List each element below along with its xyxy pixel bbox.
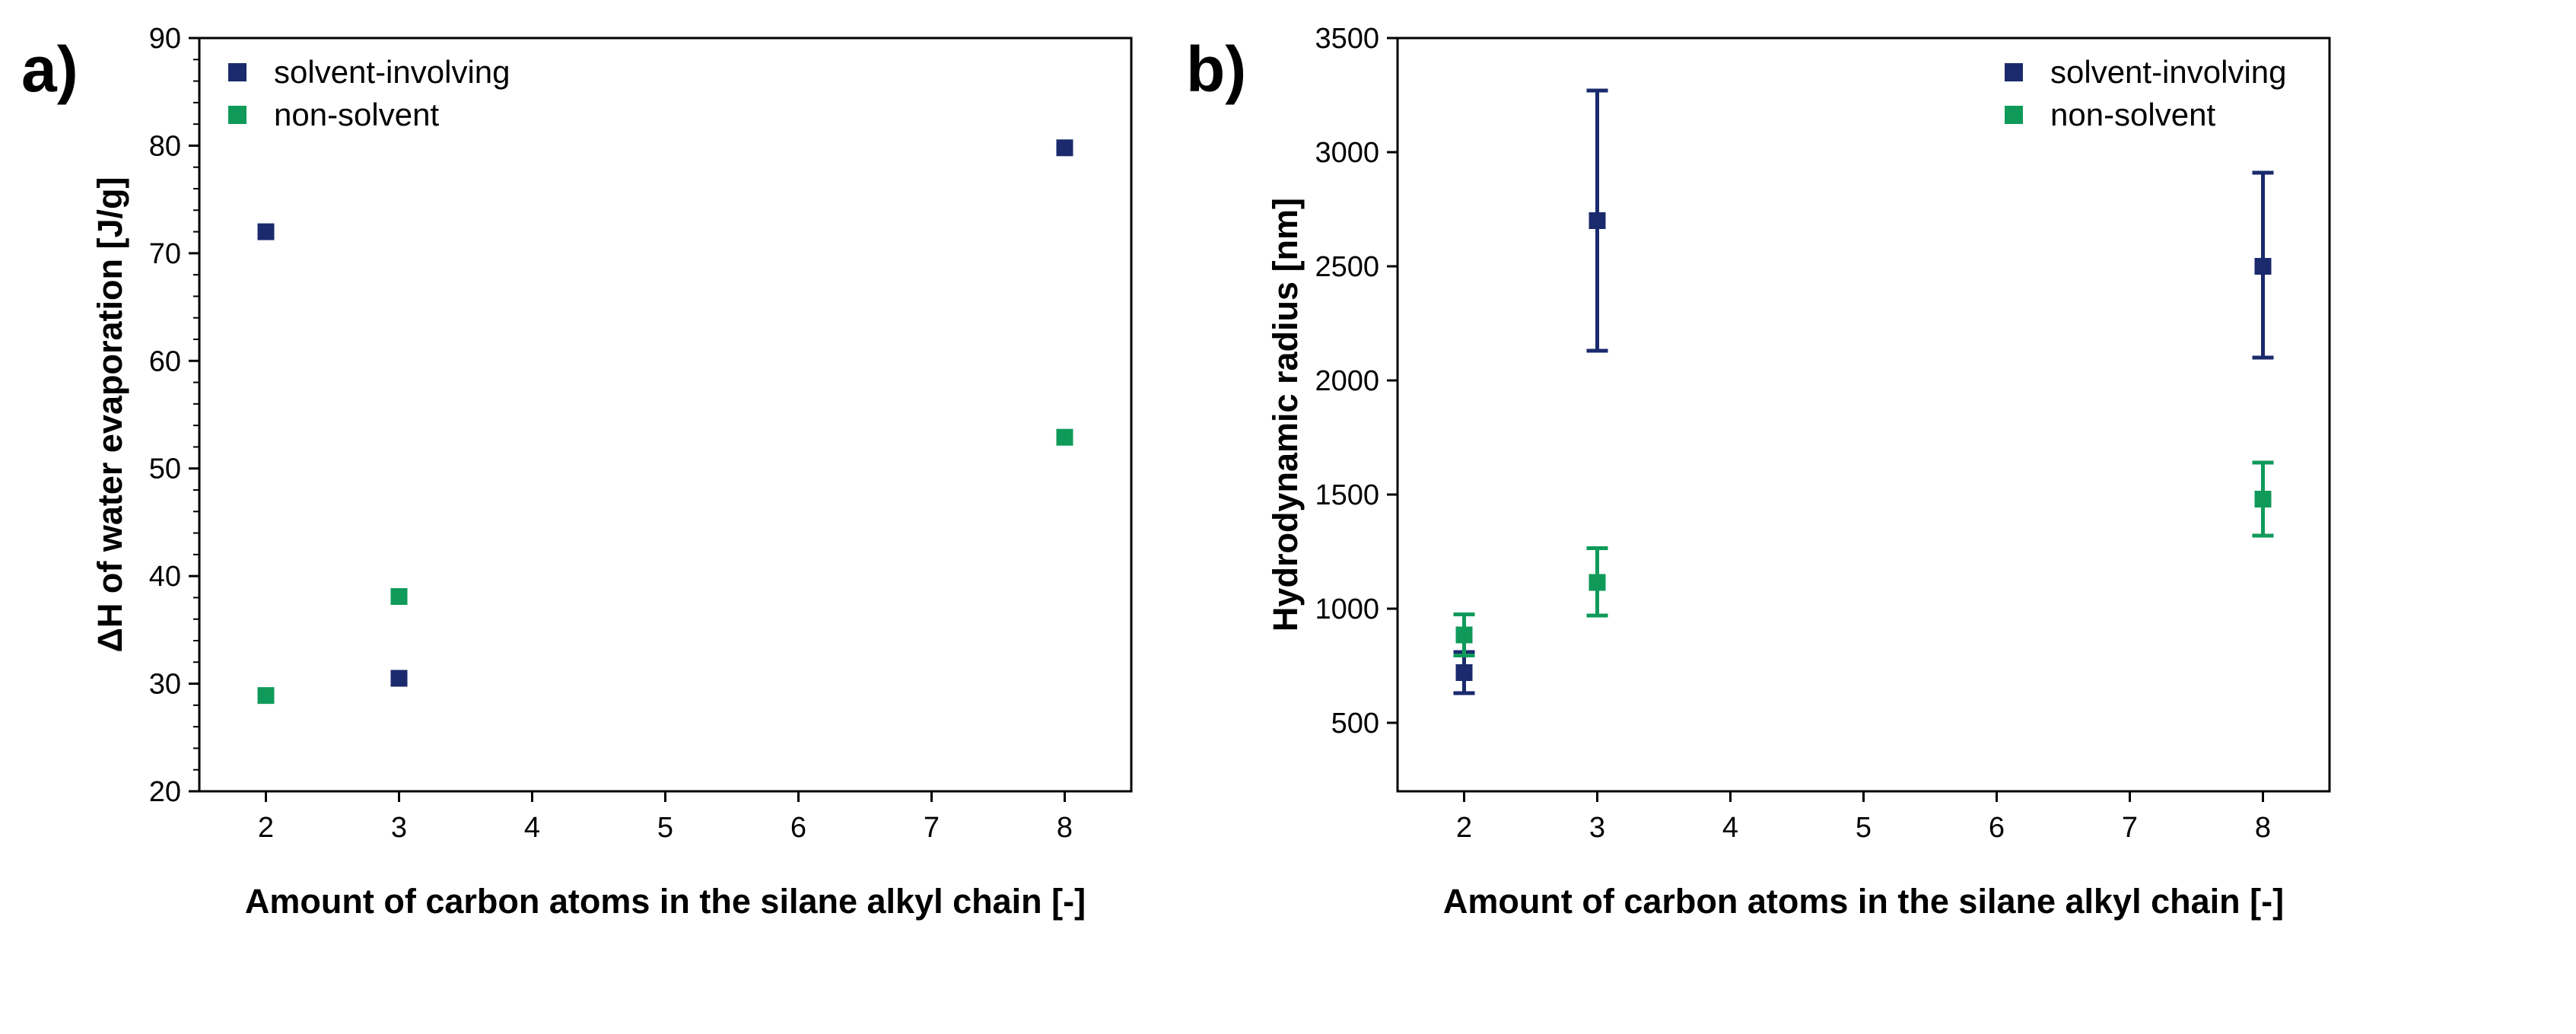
x-tick-label: 5 <box>657 812 673 844</box>
x-tick-label: 2 <box>258 812 274 844</box>
data-point-non-solvent <box>1589 574 1606 591</box>
data-point-non-solvent <box>1455 626 1473 644</box>
x-axis-title: Amount of carbon atoms in the silane alk… <box>1443 882 2284 921</box>
series-non-solvent <box>257 428 1073 705</box>
chart-panel-1: b) 500 1000 1500 2000 2500 3000 3500 2 3 4 5 6 7 8 Amou… <box>1186 23 2331 921</box>
y-tick-label: 40 <box>149 561 181 593</box>
panel-label: a) <box>21 33 78 105</box>
chart-panel-0: a) 20 30 40 50 60 70 80 90 2 3 4 5 6 7 8 Amount of carbo… <box>21 23 1133 921</box>
x-tick-label: 3 <box>391 812 407 844</box>
y-tick-label: 500 <box>1331 708 1379 740</box>
series-solvent-involving <box>1453 88 2274 695</box>
y-tick-label: 70 <box>149 238 181 270</box>
legend-label-solvent-involving: solvent-involving <box>2050 54 2287 90</box>
x-tick-label: 7 <box>924 812 940 844</box>
y-axis-title: Hydrodynamic radius [nm] <box>1266 198 1305 632</box>
legend-label-non-solvent: non-solvent <box>274 97 439 132</box>
data-point-non-solvent <box>390 588 408 606</box>
y-tick-label: 3000 <box>1315 137 1379 169</box>
plot-frame <box>198 37 1133 793</box>
legend-marker-non-solvent <box>228 106 246 124</box>
data-point-solvent-involving <box>1056 139 1073 157</box>
legend-marker-non-solvent <box>2005 106 2023 124</box>
y-tick-label: 1000 <box>1315 593 1379 625</box>
data-point-non-solvent <box>257 687 275 705</box>
legend-marker-solvent-involving <box>228 63 246 81</box>
x-tick-label: 5 <box>1856 812 1872 844</box>
x-tick-label: 6 <box>790 812 806 844</box>
y-tick-label: 30 <box>149 669 181 701</box>
legend-label-solvent-involving: solvent-involving <box>274 54 510 90</box>
y-tick-label: 50 <box>149 453 181 485</box>
data-point-solvent-involving <box>1589 212 1606 229</box>
x-tick-label: 6 <box>1989 812 2005 844</box>
data-point-solvent-involving <box>390 670 408 687</box>
data-point-solvent-involving <box>2254 258 2272 275</box>
y-tick-label: 80 <box>149 130 181 162</box>
y-axis-title: ΔH of water evaporation [J/g] <box>91 177 129 653</box>
data-point-non-solvent <box>2254 491 2272 507</box>
y-tick-label: 60 <box>149 345 181 377</box>
y-tick-label: 2000 <box>1315 365 1379 397</box>
y-tick-label: 3500 <box>1315 23 1379 55</box>
x-tick-label: 4 <box>1722 812 1738 844</box>
x-tick-label: 8 <box>2255 812 2271 844</box>
x-axis-title: Amount of carbon atoms in the silane alk… <box>245 882 1086 921</box>
plot-frame <box>1396 37 2331 793</box>
y-tick-label: 2500 <box>1315 251 1379 283</box>
x-tick-label: 7 <box>2122 812 2138 844</box>
data-point-non-solvent <box>1056 428 1073 446</box>
legend-marker-solvent-involving <box>2005 63 2023 81</box>
legend: solvent-involving non-solvent <box>2005 54 2287 132</box>
data-point-solvent-involving <box>1455 664 1473 681</box>
x-tick-label: 4 <box>524 812 540 844</box>
y-tick-label: 90 <box>149 23 181 55</box>
legend: solvent-involving non-solvent <box>228 54 510 132</box>
legend-label-non-solvent: non-solvent <box>2050 97 2215 132</box>
x-tick-label: 2 <box>1456 812 1472 844</box>
x-tick-label: 3 <box>1589 812 1605 844</box>
y-tick-label: 20 <box>149 776 181 808</box>
y-tick-label: 1500 <box>1315 479 1379 511</box>
panel-label: b) <box>1186 33 1246 105</box>
series-non-solvent <box>1453 460 2274 657</box>
x-tick-label: 8 <box>1057 812 1073 844</box>
series-solvent-involving <box>257 139 1073 687</box>
data-point-solvent-involving <box>257 223 275 240</box>
